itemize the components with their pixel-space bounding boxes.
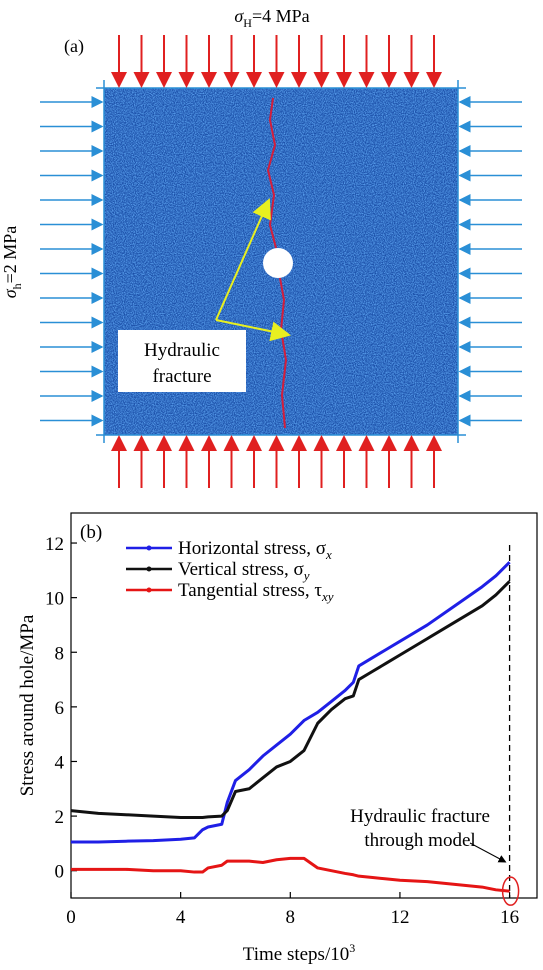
legend-name: Horizontal stress, σ <box>178 538 326 559</box>
superscript: 3 <box>349 941 355 955</box>
y-tick-label: 10 <box>45 589 64 610</box>
x-axis-label: Time steps/103 <box>243 941 355 965</box>
panel-b: 0 2 4 6 8 10 12 0 4 8 12 16 Stress around hole/MPa Ti… <box>17 512 538 965</box>
plot-frame <box>70 512 538 899</box>
symbol: σ <box>0 288 20 298</box>
annotation: Hydraulic fracture <box>350 806 490 827</box>
legend-marker <box>146 587 152 593</box>
x-tick-label: 4 <box>176 907 186 928</box>
legend-label: Horizontal stress, σx <box>178 538 332 562</box>
fracture <box>266 97 288 429</box>
callout-text: Hydraulic <box>144 340 220 361</box>
series-line <box>71 856 510 893</box>
legend-label: Vertical stress, σy <box>178 559 310 583</box>
callout-box <box>118 330 246 392</box>
y-tick-label: 4 <box>55 752 65 773</box>
borehole <box>263 248 293 278</box>
text: =4 MPa <box>252 6 310 26</box>
legend-marker <box>146 566 152 572</box>
y-axis-label: Stress around hole/MPa <box>17 614 38 796</box>
subscript: H <box>243 16 252 30</box>
panel-label: (b) <box>80 522 102 543</box>
annotation: through model <box>364 830 475 851</box>
y-tick-label: 6 <box>55 698 65 719</box>
subscript: h <box>10 283 24 289</box>
stress-label: σH=4 MPa <box>234 6 309 30</box>
series-line <box>71 561 511 844</box>
legend-subscript: xy <box>321 589 334 604</box>
symbol: σ <box>234 6 244 26</box>
y-tick-label: 0 <box>55 862 65 883</box>
panel-a: Hydraulic fracture (a) σH=4 MPa σh=2 MPa <box>0 6 522 488</box>
callout-arrow <box>215 319 291 342</box>
panel-label: (a) <box>64 36 84 57</box>
annotation-arrow <box>469 842 507 863</box>
legend-subscript: y <box>302 568 310 583</box>
x-tick-label: 12 <box>390 907 409 928</box>
y-tick-label: 12 <box>45 534 64 555</box>
label: Time steps/10 <box>243 944 349 965</box>
legend-marker <box>146 545 152 551</box>
highlight <box>501 876 520 906</box>
callout-text: fracture <box>152 366 211 387</box>
series-line <box>70 580 511 819</box>
x-tick-label: 0 <box>66 907 76 928</box>
legend-name: Vertical stress, σ <box>178 559 304 580</box>
text: =2 MPa <box>0 226 20 284</box>
legend-name: Tangential stress, τ <box>178 580 322 601</box>
x-tick-label: 8 <box>286 907 296 928</box>
callout-arrow <box>215 198 271 321</box>
y-tick-label: 8 <box>55 643 65 664</box>
legend-subscript: x <box>325 547 332 562</box>
x-tick-label: 16 <box>500 907 519 928</box>
legend-label: Tangential stress, τxy <box>178 580 334 604</box>
stress-label: σh=2 MPa <box>0 226 24 299</box>
y-tick-label: 2 <box>55 807 65 828</box>
